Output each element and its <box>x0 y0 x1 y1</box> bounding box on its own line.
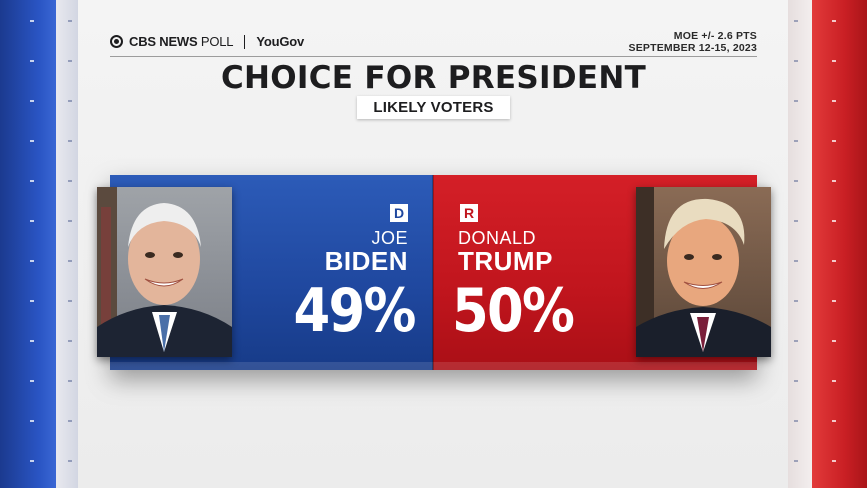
right-white-stripe <box>788 0 812 488</box>
stripe-tick <box>794 340 798 342</box>
panel-divider <box>432 175 434 370</box>
stripe-tick <box>832 420 836 422</box>
stripe-tick <box>30 60 34 62</box>
trump-percent: 50% <box>452 276 575 346</box>
stripe-tick <box>794 460 798 462</box>
yougov-logo: YouGov <box>256 34 305 49</box>
stripe-tick <box>794 20 798 22</box>
subtitle-wrap: LIKELY VOTERS <box>0 96 867 119</box>
biden-photo <box>97 187 232 357</box>
stripe-tick <box>30 260 34 262</box>
stripe-tick <box>832 100 836 102</box>
stripe-tick <box>30 460 34 462</box>
stripe-tick <box>794 140 798 142</box>
stripe-tick <box>832 60 836 62</box>
stripe-tick <box>832 20 836 22</box>
stripe-tick <box>794 420 798 422</box>
stripe-tick <box>832 340 836 342</box>
cbs-news-poll-logo: CBS NEWS POLL <box>129 34 234 49</box>
logo-poll: POLL <box>200 34 234 49</box>
stripe-tick <box>794 260 798 262</box>
stripe-tick <box>794 60 798 62</box>
stripe-tick <box>794 380 798 382</box>
stripe-tick <box>794 100 798 102</box>
stripe-tick <box>68 300 72 302</box>
stripe-tick <box>68 60 72 62</box>
democrat-badge: D <box>390 204 408 222</box>
stripe-tick <box>68 460 72 462</box>
stripe-tick <box>68 20 72 22</box>
stripe-tick <box>30 100 34 102</box>
stripe-tick <box>68 220 72 222</box>
stripe-tick <box>30 220 34 222</box>
stripe-tick <box>832 140 836 142</box>
stripe-tick <box>30 20 34 22</box>
left-white-stripe <box>56 0 78 488</box>
cbs-eye-icon <box>110 35 123 48</box>
trump-last-name: TRUMP <box>458 246 553 276</box>
stripe-tick <box>794 300 798 302</box>
stripe-tick <box>68 380 72 382</box>
right-red-stripe <box>812 0 867 488</box>
stripe-tick <box>832 460 836 462</box>
republican-badge: R <box>460 204 478 222</box>
stripe-tick <box>30 140 34 142</box>
stripe-tick <box>30 300 34 302</box>
stripe-tick <box>832 300 836 302</box>
poll-dates: SEPTEMBER 12-15, 2023 <box>628 42 757 54</box>
trump-portrait-icon <box>636 187 771 357</box>
stripe-tick <box>832 380 836 382</box>
stripe-tick <box>68 260 72 262</box>
stripe-tick <box>68 100 72 102</box>
subtitle-label: LIKELY VOTERS <box>357 96 510 119</box>
biden-first-name: JOE <box>371 228 408 248</box>
trump-first-name: DONALD <box>458 228 537 248</box>
biden-percent: 49% <box>293 276 417 346</box>
stripe-tick <box>30 180 34 182</box>
stripe-tick <box>832 260 836 262</box>
biden-last-name: BIDEN <box>324 246 408 276</box>
stripe-tick <box>68 140 72 142</box>
stripe-tick <box>832 180 836 182</box>
left-blue-stripe <box>0 0 56 488</box>
logo-row: CBS NEWS POLL YouGov <box>110 34 304 49</box>
stripe-tick <box>68 420 72 422</box>
stripe-tick <box>68 340 72 342</box>
stripe-tick <box>68 180 72 182</box>
stripe-tick <box>30 340 34 342</box>
page-title: CHOICE FOR PRESIDENT <box>220 60 647 96</box>
stripe-tick <box>794 220 798 222</box>
poll-info: MOE +/- 2.6 PTS SEPTEMBER 12-15, 2023 <box>628 30 757 54</box>
logo-cbs-news: CBS NEWS <box>129 34 198 49</box>
header-rule <box>110 56 757 57</box>
trump-photo <box>636 187 771 357</box>
logo-divider <box>244 34 246 49</box>
stripe-tick <box>794 180 798 182</box>
stripe-tick <box>832 220 836 222</box>
biden-portrait-icon <box>97 187 232 357</box>
margin-of-error: MOE +/- 2.6 PTS <box>673 30 757 42</box>
stripe-tick <box>30 380 34 382</box>
stripe-tick <box>30 420 34 422</box>
